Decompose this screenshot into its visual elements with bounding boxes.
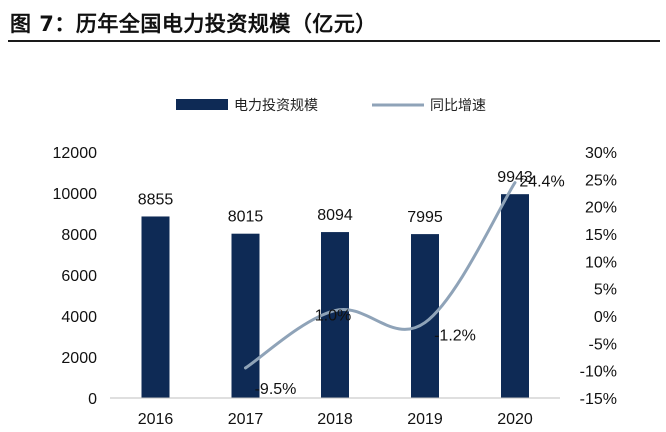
right-y-tick-label: 20% [585,200,617,217]
right-y-tick-label: 5% [594,282,617,299]
line-value-label: -1.2% [434,328,476,345]
right-y-tick-label: 0% [594,309,617,326]
left-y-tick-label: 4000 [61,309,97,326]
x-tick-label: 2017 [228,411,264,428]
left-y-tick-label: 2000 [61,350,97,367]
left-y-tick-label: 8000 [61,227,97,244]
left-y-tick-label: 0 [88,391,97,408]
right-y-tick-label: 30% [585,145,617,162]
line-value-label: 1.0% [315,308,351,325]
chart-legend: 电力投资规模 同比增速 [176,98,486,114]
bar-value-label: 9943 [497,169,533,186]
bar-value-label: 8094 [317,207,353,224]
line-value-label: -9.5% [255,381,297,398]
bar [501,194,529,398]
bar-value-label: 8855 [138,191,174,208]
left-y-tick-label: 12000 [53,145,98,162]
legend-label-line: 同比增速 [430,98,486,114]
left-y-tick-label: 6000 [61,268,97,285]
right-y-tick-label: -5% [589,336,617,353]
right-y-tick-label: 10% [585,254,617,271]
x-tick-label: 2016 [138,411,174,428]
right-y-axis: -15% -10% -5% 0% 5% 10% 15% 20% 25% 30% [580,145,617,408]
x-tick-label: 2018 [317,411,353,428]
bar [141,216,170,398]
x-tick-label: 2020 [497,411,533,428]
bar [231,233,260,398]
bar [411,234,439,398]
bar-value-label: 8015 [228,209,264,226]
right-y-tick-label: -15% [580,391,617,408]
title-divider [8,40,660,42]
growth-line [244,181,517,370]
left-y-tick-label: 10000 [53,186,98,203]
right-y-tick-label: 15% [585,227,617,244]
line-series: -9.5% 1.0% -1.2% 24.4% [244,174,565,398]
right-y-tick-label: -10% [580,364,617,381]
figure-title: 图 7：历年全国电力投资规模（亿元） [10,12,377,36]
line-value-label: 24.4% [519,174,564,191]
bar-value-label: 7995 [407,209,443,226]
bar-series: 8855 8015 8094 7995 9943 [138,169,533,398]
right-y-tick-label: 25% [585,172,617,189]
legend-swatch-bar [176,99,228,110]
x-tick-label: 2019 [407,411,443,428]
x-axis: 2016 2017 2018 2019 2020 [110,397,560,428]
legend-label-bar: 电力投资规模 [234,98,318,114]
left-y-axis: 0 2000 4000 6000 8000 10000 12000 [53,145,98,408]
